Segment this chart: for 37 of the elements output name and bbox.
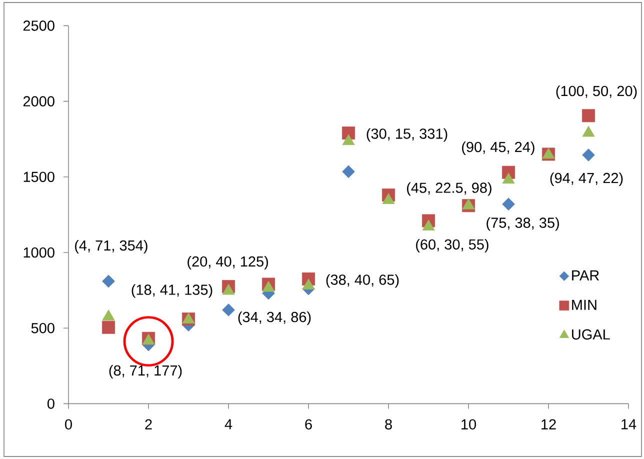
x-tick-label: 12 xyxy=(542,419,556,430)
point xyxy=(222,304,235,316)
point xyxy=(582,148,595,162)
x-tick-label: 8 xyxy=(385,419,392,430)
x-tick-label: 4 xyxy=(224,419,232,430)
point xyxy=(102,274,115,288)
y-tick-label: 0 xyxy=(47,398,54,409)
x-tick-label: 10 xyxy=(462,419,476,430)
point xyxy=(102,320,115,334)
annotation: (94, 47, 22) xyxy=(550,172,623,186)
point xyxy=(502,198,515,211)
annotation: (4, 71, 354) xyxy=(75,240,148,254)
x-tick-label: 14 xyxy=(622,419,636,430)
y-tick-label: 1000 xyxy=(24,247,54,258)
annotation: (60, 30, 55) xyxy=(416,238,488,252)
point xyxy=(582,109,596,122)
annotation: (8, 71, 177) xyxy=(109,364,182,378)
point xyxy=(342,165,355,178)
annotation: (18, 41, 135) xyxy=(132,284,212,298)
legend-label: PAR xyxy=(572,270,599,280)
y-tick-label: 1500 xyxy=(24,172,54,182)
annotation: (34, 34, 86) xyxy=(238,312,311,326)
annotation: (90, 45, 24) xyxy=(462,142,534,156)
y-tick-label: 2000 xyxy=(23,96,54,106)
annotation: (30, 15, 331) xyxy=(366,128,448,142)
annotation: (38, 40, 65) xyxy=(326,274,399,288)
x-tick-label: 0 xyxy=(65,419,72,430)
legend-label: UGAL xyxy=(572,329,610,340)
legend-label: MIN xyxy=(572,300,596,310)
annotation: (20, 40, 125) xyxy=(188,256,268,270)
x-tick-label: 2 xyxy=(145,419,152,430)
x-tick-label: 6 xyxy=(305,419,312,430)
y-tick-label: 2500 xyxy=(23,20,54,31)
y-tick-label: 500 xyxy=(31,322,54,334)
annotation: (75, 38, 35) xyxy=(486,217,559,231)
annotation: (45, 22.5, 98) xyxy=(406,182,492,196)
annotation: (100, 50, 20) xyxy=(556,86,637,100)
